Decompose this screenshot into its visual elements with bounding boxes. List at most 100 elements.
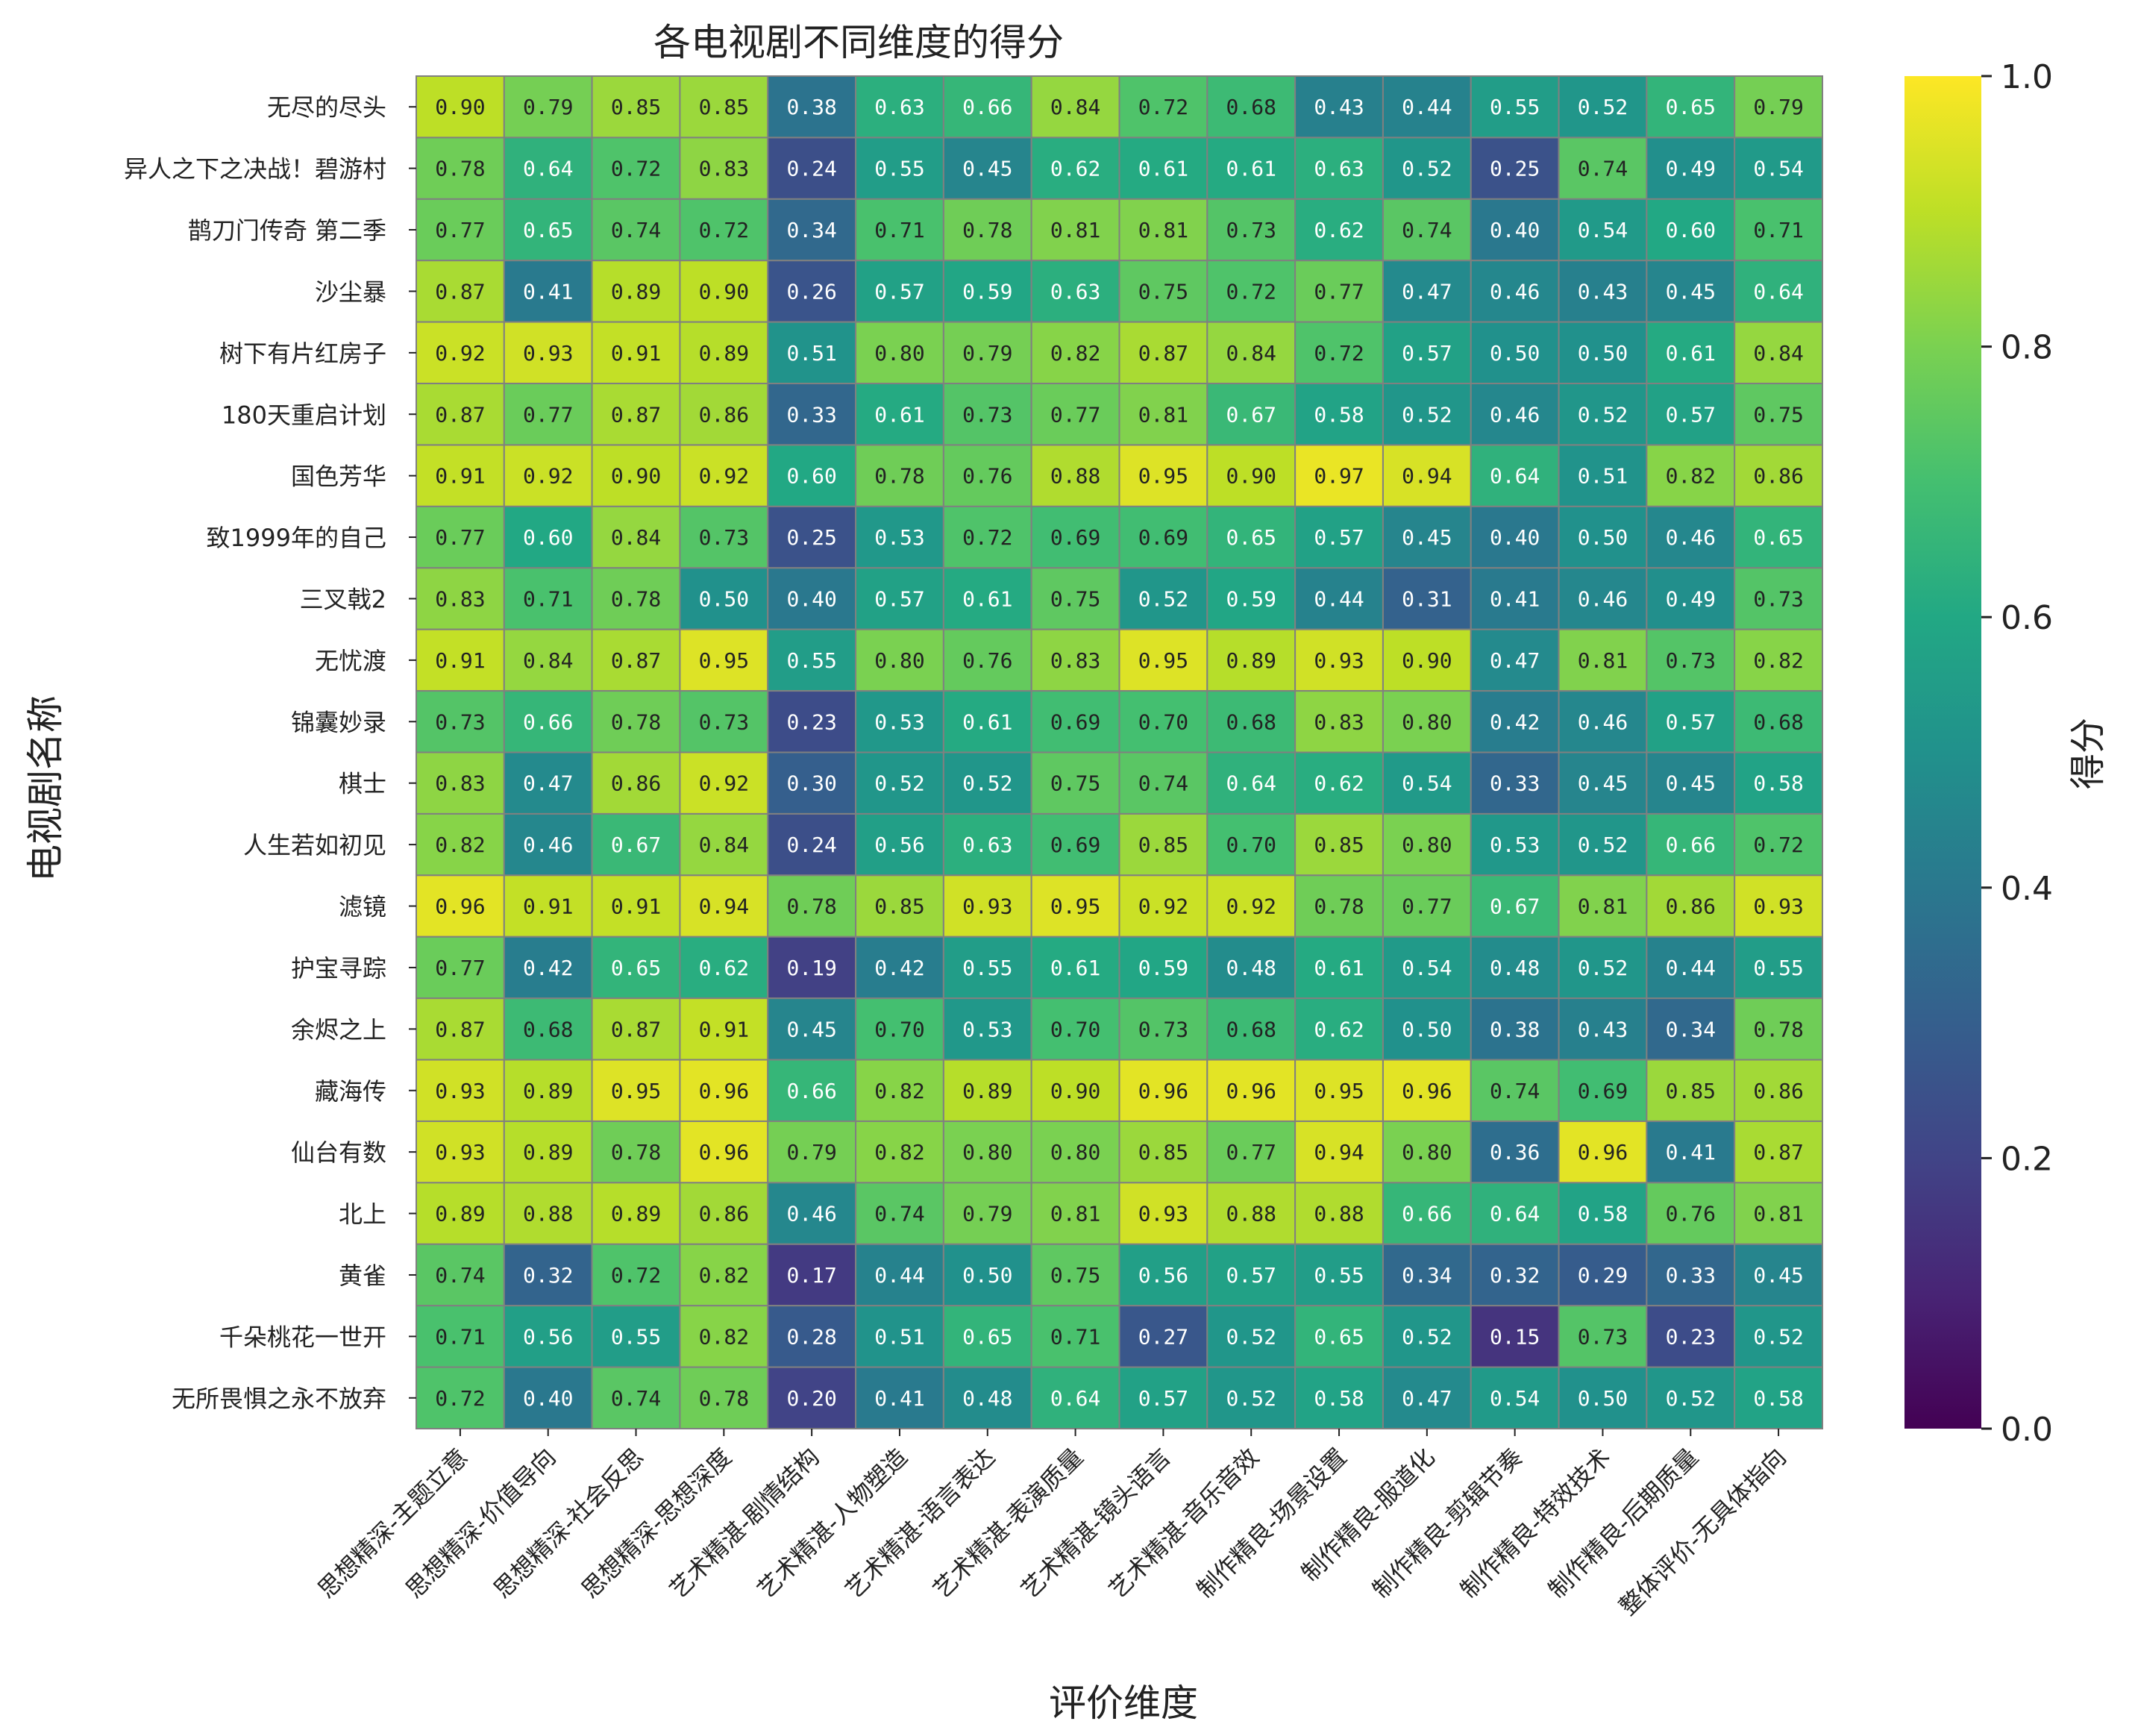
- heatmap-cell: [855, 444, 944, 507]
- cell-value-label: 0.87: [435, 1017, 485, 1041]
- cell-value-label: 0.91: [435, 464, 485, 489]
- heatmap-cell: [1734, 1305, 1823, 1368]
- heatmap-cell: [767, 260, 857, 323]
- x-axis-label: 评价维度: [1049, 1682, 1198, 1725]
- cell-value-label: 0.73: [699, 709, 749, 734]
- heatmap-cell: [855, 137, 944, 200]
- cell-value-label: 0.48: [1490, 956, 1540, 980]
- heatmap-cell: [1294, 444, 1384, 507]
- cell-value-label: 0.52: [1578, 95, 1628, 119]
- cell-value-label: 0.85: [1314, 833, 1364, 857]
- colorbar-tick-label: 1.0: [2001, 58, 2053, 96]
- cell-value-label: 0.19: [786, 956, 836, 980]
- cell-value-label: 0.59: [1138, 956, 1188, 980]
- cell-value-label: 0.69: [1050, 709, 1100, 734]
- cell-value-label: 0.25: [1490, 157, 1540, 181]
- cell-value-label: 0.80: [874, 648, 924, 673]
- cell-value-label: 0.93: [1138, 1202, 1188, 1226]
- cell-value-label: 0.89: [699, 341, 749, 366]
- cell-value-label: 0.65: [1753, 525, 1803, 550]
- cell-value-label: 0.93: [523, 341, 573, 366]
- cell-value-label: 0.52: [1578, 402, 1628, 427]
- heatmap-cell: [855, 321, 944, 385]
- heatmap-cell: [855, 874, 944, 938]
- x-tick-label: 艺术精湛-语言表达: [839, 1443, 1000, 1604]
- cell-value-label: 0.63: [1050, 279, 1100, 304]
- heatmap-cell: [1558, 444, 1648, 507]
- cell-value-label: 0.95: [611, 1079, 661, 1103]
- cell-value-label: 0.85: [611, 95, 661, 119]
- cell-value-label: 0.74: [1402, 218, 1452, 242]
- cell-value-label: 0.55: [1314, 1263, 1364, 1288]
- cell-value-label: 0.77: [1402, 894, 1452, 919]
- heatmap-cell: [1382, 1120, 1472, 1184]
- cell-value-label: 0.75: [1050, 1263, 1100, 1288]
- cell-value-label: 0.33: [1490, 771, 1540, 796]
- heatmap-cell: [767, 383, 857, 446]
- cell-value-label: 0.48: [962, 1386, 1012, 1411]
- cell-value-label: 0.82: [699, 1324, 749, 1349]
- heatmap-cell: [1206, 321, 1297, 385]
- heatmap-cell: [1646, 1305, 1736, 1368]
- cell-value-label: 0.66: [1666, 833, 1716, 857]
- heatmap-cell: [1118, 1120, 1208, 1184]
- colorbar-tick-label: 0.4: [2001, 870, 2053, 908]
- heatmap-cell: [679, 567, 769, 630]
- cell-value-label: 0.45: [1666, 771, 1716, 796]
- heatmap-cell: [1558, 874, 1648, 938]
- cell-value-label: 0.63: [874, 95, 924, 119]
- heatmap-cell: [591, 690, 681, 753]
- cell-value-label: 0.78: [874, 464, 924, 489]
- heatmap-cell: [767, 1059, 857, 1122]
- y-tick-label: 鹊刀门传奇 第二季: [188, 216, 386, 245]
- cell-value-label: 0.53: [874, 525, 924, 550]
- cell-value-label: 0.92: [1226, 894, 1276, 919]
- y-tick-label: 千朵桃花一世开: [219, 1323, 386, 1351]
- cell-value-label: 0.97: [1314, 464, 1364, 489]
- cell-value-label: 0.52: [1666, 1386, 1716, 1411]
- cell-value-label: 0.71: [1753, 218, 1803, 242]
- cell-value-label: 0.80: [962, 1140, 1012, 1165]
- cell-value-label: 0.91: [435, 648, 485, 673]
- heatmap-cell: [942, 628, 1032, 692]
- heatmap-cell: [942, 444, 1032, 507]
- heatmap-cell: [1118, 383, 1208, 446]
- cell-value-label: 0.77: [435, 525, 485, 550]
- cell-value-label: 0.27: [1138, 1324, 1188, 1349]
- cell-value-label: 0.92: [523, 464, 573, 489]
- cell-value-label: 0.92: [699, 464, 749, 489]
- cell-value-label: 0.71: [1050, 1324, 1100, 1349]
- cell-value-label: 0.38: [1490, 1017, 1540, 1041]
- cell-value-label: 0.41: [874, 1386, 924, 1411]
- cell-value-label: 0.81: [1578, 894, 1628, 919]
- heatmap-cell: [1734, 628, 1823, 692]
- heatmap-cell: [503, 321, 593, 385]
- cell-value-label: 0.59: [962, 279, 1012, 304]
- cell-value-label: 0.89: [435, 1202, 485, 1226]
- cell-value-label: 0.76: [962, 648, 1012, 673]
- cell-value-label: 0.87: [611, 648, 661, 673]
- heatmap-cell: [591, 1120, 681, 1184]
- cell-value-label: 0.93: [1314, 648, 1364, 673]
- cell-value-label: 0.55: [786, 648, 836, 673]
- heatmap-cell: [1470, 936, 1560, 1000]
- y-tick-label: 仙台有数: [291, 1138, 386, 1167]
- cell-value-label: 0.89: [611, 1202, 661, 1226]
- heatmap-cell: [1734, 1243, 1823, 1307]
- cell-value-label: 0.87: [1138, 341, 1188, 366]
- heatmap-cell: [1558, 1182, 1648, 1245]
- heatmap-cell: [1646, 383, 1736, 446]
- cell-value-label: 0.75: [1753, 402, 1803, 427]
- heatmap-cell: [503, 874, 593, 938]
- y-axis-label: 电视剧名称: [24, 695, 67, 882]
- cell-value-label: 0.57: [1138, 1386, 1188, 1411]
- cell-value-label: 0.83: [435, 586, 485, 611]
- cell-value-label: 0.73: [1578, 1324, 1628, 1349]
- cell-value-label: 0.47: [1402, 1386, 1452, 1411]
- cell-value-label: 0.82: [1666, 464, 1716, 489]
- cell-value-label: 0.81: [1753, 1202, 1803, 1226]
- heatmap-cell: [503, 812, 593, 877]
- heatmap-cell: [855, 1243, 944, 1307]
- cell-value-label: 0.75: [1050, 771, 1100, 796]
- cell-value-label: 0.78: [611, 586, 661, 611]
